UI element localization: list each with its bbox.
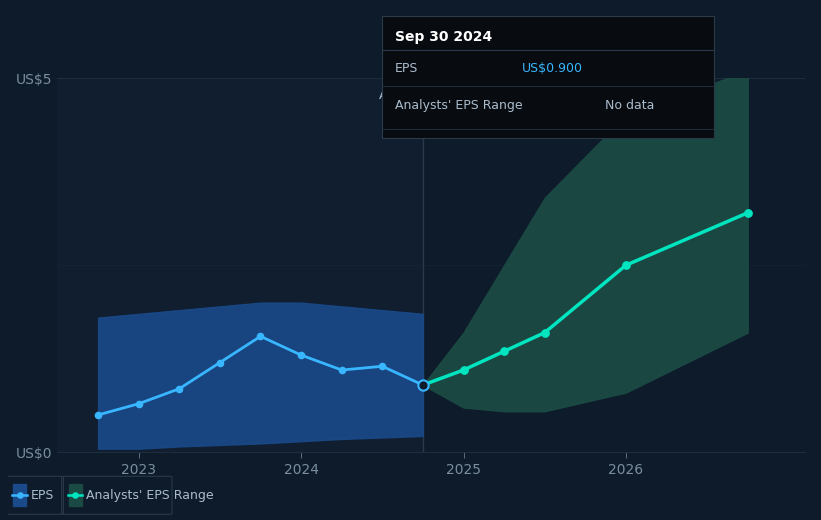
Point	[281, 290, 294, 298]
Point	[132, 399, 145, 408]
Point	[538, 329, 551, 337]
Text: EPS: EPS	[395, 62, 419, 75]
Bar	[13, 484, 26, 506]
Bar	[69, 484, 81, 506]
Point	[91, 411, 104, 419]
Point	[254, 332, 267, 341]
Text: EPS: EPS	[31, 489, 54, 502]
Point	[295, 351, 308, 359]
Point	[619, 261, 632, 269]
Bar	[57, 78, 423, 452]
Point	[376, 362, 389, 370]
Text: Analysts' EPS Range: Analysts' EPS Range	[86, 489, 213, 502]
Point	[782, 290, 796, 298]
Point	[213, 358, 227, 367]
Text: Actual: Actual	[378, 89, 418, 102]
Point	[335, 366, 348, 374]
Text: Sep 30 2024: Sep 30 2024	[395, 30, 493, 44]
Text: No data: No data	[604, 99, 654, 112]
Text: US$0.900: US$0.900	[521, 62, 582, 75]
Point	[741, 209, 754, 217]
Text: Analysts' EPS Range: Analysts' EPS Range	[395, 99, 523, 112]
Text: Analysts Forecasts: Analysts Forecasts	[428, 89, 544, 102]
Point	[172, 385, 186, 393]
Point	[416, 381, 429, 389]
Point	[498, 347, 511, 356]
Point	[457, 366, 470, 374]
